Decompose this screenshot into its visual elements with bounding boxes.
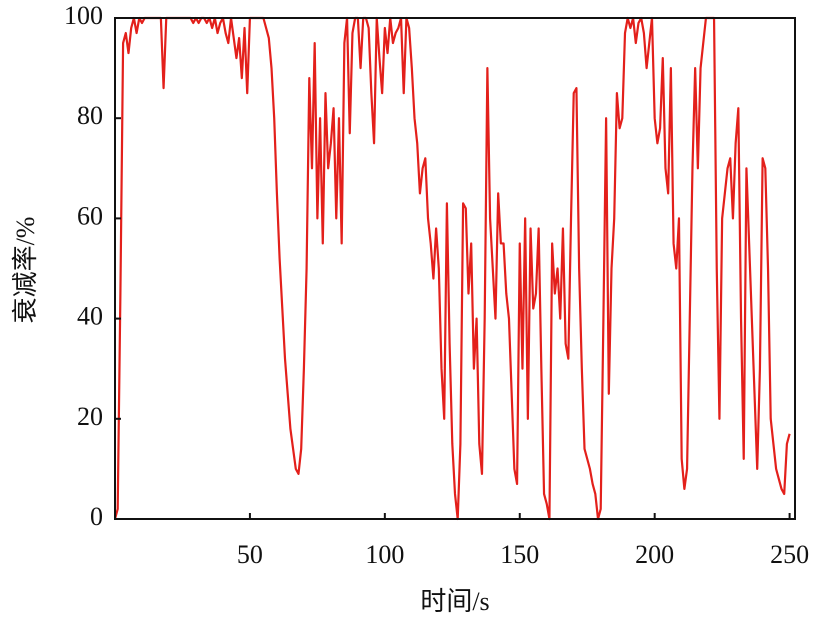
x-tick-label: 100 [365,540,404,569]
y-tick-label: 80 [77,101,103,130]
x-axis-label: 时间/s [420,587,489,616]
y-tick-label: 100 [64,1,103,30]
x-tick-label: 150 [500,540,539,569]
y-tick-label: 40 [77,302,103,331]
y-tick-label: 20 [77,402,103,431]
y-tick-label: 60 [77,201,103,230]
data-line [113,16,791,521]
x-tick-label: 200 [635,540,674,569]
plot-frame [114,17,796,520]
y-tick-label: 0 [90,502,103,531]
x-tick-label: 50 [237,540,263,569]
x-tick-label: 250 [770,540,809,569]
y-axis-label: 衰减率/% [11,217,40,324]
